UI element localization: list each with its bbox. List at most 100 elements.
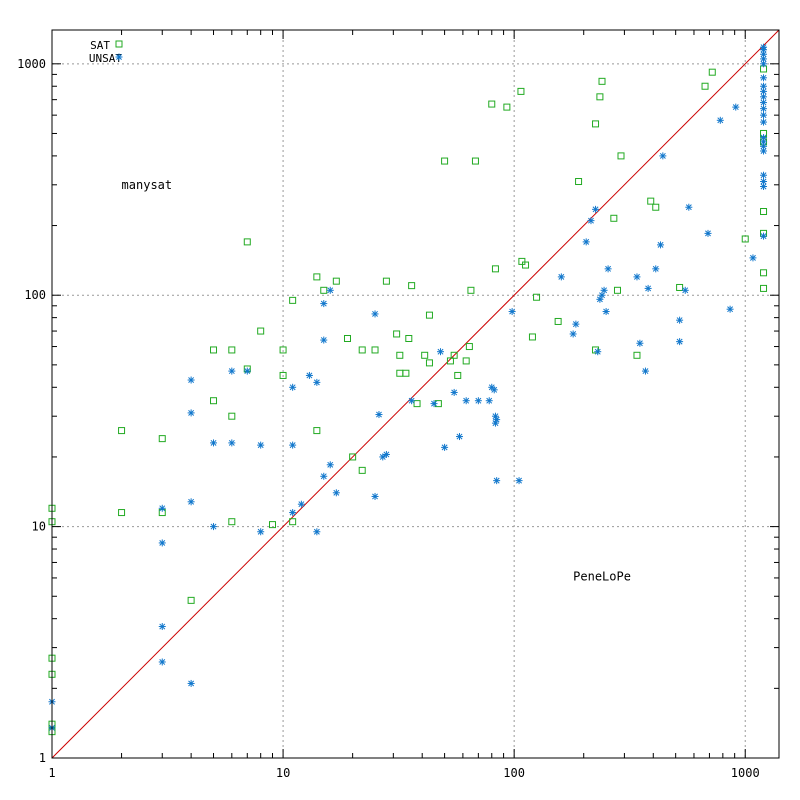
legend-marker-unsat <box>115 53 123 61</box>
unsat-point <box>676 338 684 346</box>
sat-point <box>450 351 458 359</box>
sat-point <box>454 371 462 379</box>
unsat-point <box>760 171 768 179</box>
sat-point <box>701 82 709 90</box>
unsat-point <box>716 116 724 124</box>
sat-point <box>405 334 413 342</box>
unsat-point <box>187 409 195 417</box>
y-axis-tick-labels: 1 10 100 1000 <box>17 57 46 765</box>
unsat-series <box>48 43 768 732</box>
sat-point <box>413 400 421 408</box>
unsat-point <box>592 205 600 213</box>
unsat-point <box>760 105 768 113</box>
unsat-point <box>257 441 265 449</box>
unsat-point <box>313 378 321 386</box>
unsat-point <box>704 229 712 237</box>
sat-point <box>465 343 473 351</box>
y-tick-label: 1 <box>39 751 46 765</box>
sat-point <box>760 208 768 216</box>
unsat-point <box>320 336 328 344</box>
unsat-point <box>604 265 612 273</box>
sat-point <box>446 357 454 365</box>
unsat-point <box>760 142 768 150</box>
unsat-point <box>493 416 501 424</box>
sat-point <box>425 359 433 367</box>
unsat-point <box>187 376 195 384</box>
unsat-point <box>587 217 595 225</box>
unsat-point <box>257 528 265 536</box>
unsat-point <box>760 55 768 63</box>
unsat-point <box>508 308 516 316</box>
legend-label-sat: SAT <box>90 39 110 52</box>
unsat-point <box>462 397 470 405</box>
unsat-point <box>569 330 577 338</box>
sat-point <box>243 238 251 246</box>
sat-point <box>633 351 641 359</box>
sat-point <box>279 346 287 354</box>
unsat-point <box>760 182 768 190</box>
unsat-point <box>158 623 166 631</box>
unsat-point <box>644 284 652 292</box>
diagonal-reference-line <box>51 29 780 759</box>
unsat-point <box>450 388 458 396</box>
unsat-point <box>681 286 689 294</box>
unsat-point <box>760 147 768 155</box>
sat-point <box>118 509 126 517</box>
x-tick-label: 100 <box>503 766 525 780</box>
unsat-point <box>582 238 590 246</box>
sat-point <box>617 152 625 160</box>
sat-series <box>48 65 768 736</box>
sat-point <box>402 369 410 377</box>
unsat-point <box>158 539 166 547</box>
unsat-point <box>760 93 768 101</box>
sat-point <box>554 317 562 325</box>
unsat-point <box>305 371 313 379</box>
sat-point <box>393 330 401 338</box>
unsat-point <box>760 111 768 119</box>
unsat-point <box>760 74 768 82</box>
unsat-point <box>602 308 610 316</box>
sat-point <box>382 277 390 285</box>
sat-point <box>441 157 449 165</box>
unsat-point <box>685 203 693 211</box>
sat-point <box>228 346 236 354</box>
sat-point <box>598 77 606 85</box>
sat-point <box>289 296 297 304</box>
sat-point <box>533 293 541 301</box>
sat-point <box>488 100 496 108</box>
unsat-point <box>474 397 482 405</box>
sat-point <box>289 518 297 526</box>
sat-point <box>613 286 621 294</box>
sat-point <box>575 178 583 186</box>
sat-point <box>676 283 684 291</box>
unsat-point <box>289 509 297 517</box>
unsat-point <box>320 472 328 480</box>
annotation-penelope: PeneLoPe <box>573 570 631 584</box>
y-tick-label: 1000 <box>17 57 46 71</box>
unsat-point <box>760 60 768 68</box>
unsat-point <box>641 367 649 375</box>
sat-point <box>741 235 749 243</box>
x-tick-label: 1000 <box>731 766 760 780</box>
unsat-point <box>320 300 328 308</box>
unsat-point <box>158 658 166 666</box>
sat-point <box>503 103 511 111</box>
unsat-point <box>313 528 321 536</box>
unsat-point <box>760 118 768 126</box>
sat-point <box>187 596 195 604</box>
unsat-point <box>243 367 251 375</box>
sat-point <box>421 351 429 359</box>
unsat-point <box>371 492 379 500</box>
sat-point <box>522 261 530 269</box>
unsat-point <box>187 498 195 506</box>
unsat-point <box>636 339 644 347</box>
unsat-point <box>375 411 383 419</box>
sat-point <box>118 427 126 435</box>
sat-point <box>396 369 404 377</box>
sat-point <box>596 93 604 101</box>
sat-point <box>592 346 600 354</box>
unsat-point <box>633 273 641 281</box>
unsat-point <box>430 400 438 408</box>
sat-point <box>647 197 655 205</box>
sat-point <box>610 214 618 222</box>
